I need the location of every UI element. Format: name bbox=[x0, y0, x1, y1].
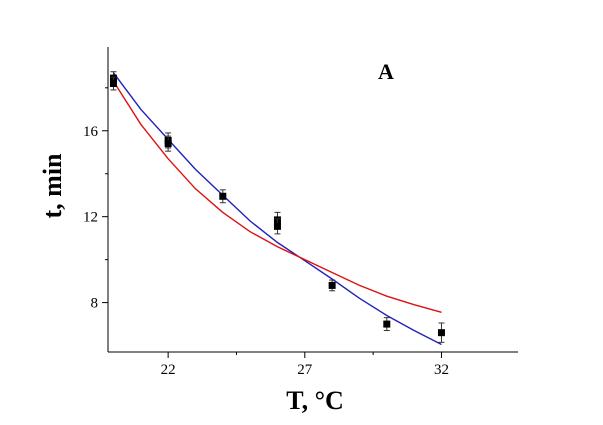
x-axis-title: T, °C bbox=[286, 386, 344, 415]
axis-ticks bbox=[102, 87, 442, 358]
fit-lines bbox=[112, 72, 442, 346]
fit-curve bbox=[112, 72, 442, 346]
data-point bbox=[109, 80, 117, 88]
fit-curve bbox=[112, 81, 442, 313]
data-point bbox=[437, 329, 445, 337]
x-tick-label: 22 bbox=[161, 362, 176, 378]
data-point bbox=[328, 281, 336, 289]
y-tick-label: 16 bbox=[83, 124, 99, 140]
tick-labels: 22 27 32 8 12 16 bbox=[83, 124, 449, 378]
data-point bbox=[273, 222, 281, 230]
panel-label: A bbox=[378, 59, 394, 84]
axes bbox=[107, 47, 518, 353]
x-tick-label: 32 bbox=[434, 362, 449, 378]
y-axis-title: t, min bbox=[38, 153, 67, 219]
data-point bbox=[383, 320, 391, 328]
data-markers bbox=[109, 71, 445, 343]
data-point bbox=[164, 140, 172, 148]
x-tick-label: 27 bbox=[297, 362, 313, 378]
data-point bbox=[219, 192, 227, 200]
y-tick-label: 12 bbox=[83, 210, 98, 226]
y-tick-label: 8 bbox=[91, 296, 99, 312]
